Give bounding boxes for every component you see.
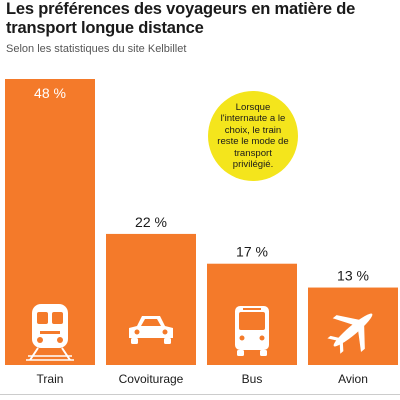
car-icon bbox=[129, 316, 173, 344]
callout-text: Lorsque l'internaute a le choix, le trai… bbox=[217, 101, 289, 171]
train-icon bbox=[26, 304, 74, 361]
value-label: 13 % bbox=[337, 268, 369, 284]
value-label: 22 % bbox=[135, 214, 167, 230]
value-label: 17 % bbox=[236, 244, 268, 260]
category-label: Avion bbox=[338, 372, 368, 386]
bar-covoiturage bbox=[106, 233, 196, 365]
value-label: 48 % bbox=[34, 85, 66, 101]
callout-bubble: Lorsque l'internaute a le choix, le trai… bbox=[208, 91, 298, 181]
category-label: Covoiturage bbox=[119, 372, 184, 386]
category-label: Bus bbox=[242, 372, 263, 386]
chart-title: Les préférences des voyageurs en matière… bbox=[6, 0, 356, 37]
plane-icon bbox=[327, 313, 373, 354]
chart-subtitle: Selon les statistiques du site Kelbillet bbox=[6, 43, 187, 55]
footer-divider bbox=[0, 394, 400, 395]
category-label: Train bbox=[37, 372, 64, 386]
bus-icon bbox=[235, 306, 269, 356]
